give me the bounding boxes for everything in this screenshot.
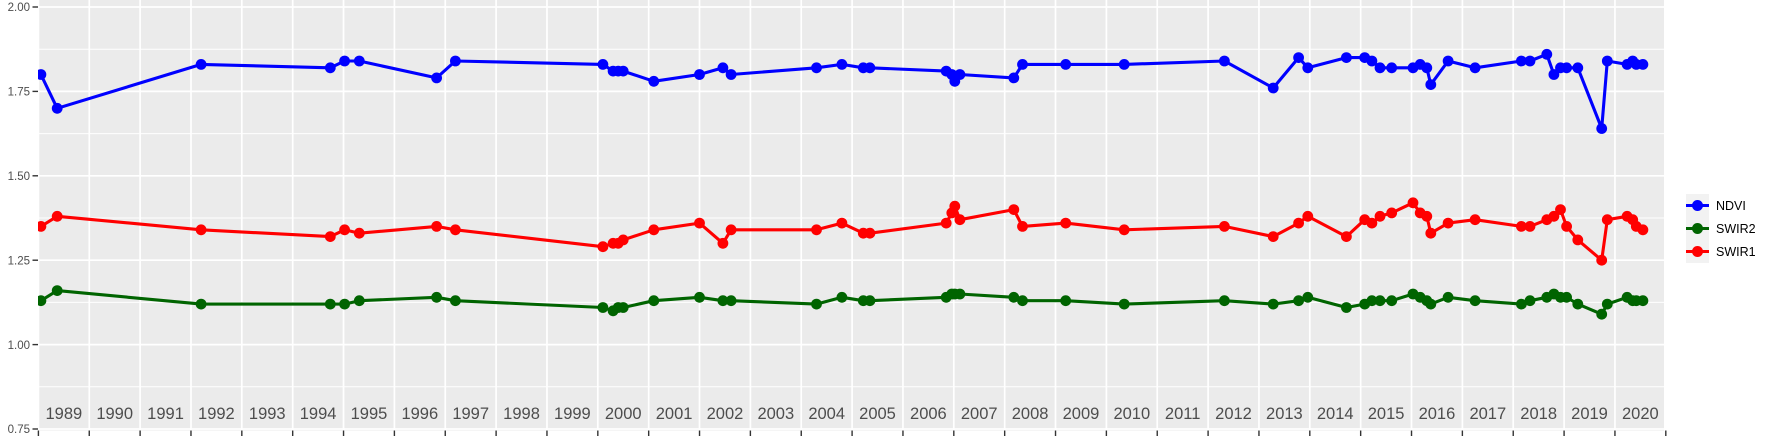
- svg-text:2016: 2016: [1419, 405, 1456, 423]
- svg-text:2007: 2007: [961, 405, 998, 423]
- svg-text:1990: 1990: [96, 405, 133, 423]
- svg-text:2013: 2013: [1266, 405, 1303, 423]
- legend-key-swir1-icon: [1686, 240, 1709, 263]
- svg-text:1.00: 1.00: [8, 340, 30, 352]
- legend-key-swir2-icon: [1686, 217, 1709, 240]
- svg-text:2002: 2002: [707, 405, 744, 423]
- svg-text:2000: 2000: [605, 405, 642, 423]
- svg-text:2018: 2018: [1520, 405, 1557, 423]
- svg-text:1999: 1999: [554, 405, 591, 423]
- svg-text:1989: 1989: [45, 405, 82, 423]
- legend-label-swir1: SWIR1: [1716, 244, 1756, 259]
- legend-key-ndvi-icon: [1686, 194, 1709, 217]
- svg-text:1.75: 1.75: [8, 87, 30, 99]
- svg-text:1992: 1992: [198, 405, 235, 423]
- svg-text:1997: 1997: [452, 405, 489, 423]
- svg-text:2005: 2005: [859, 405, 896, 423]
- svg-text:2020: 2020: [1622, 405, 1659, 423]
- svg-text:1.25: 1.25: [8, 255, 30, 267]
- legend-item-ndvi: NDVI: [1686, 194, 1756, 217]
- legend-label-ndvi: NDVI: [1716, 198, 1746, 213]
- legend-label-swir2: SWIR2: [1716, 221, 1756, 236]
- legend: NDVI SWIR2 SWIR1: [1686, 194, 1756, 263]
- svg-text:1991: 1991: [147, 405, 184, 423]
- svg-text:2011: 2011: [1165, 405, 1200, 423]
- legend-point-glyph: [1692, 223, 1703, 234]
- svg-text:2.00: 2.00: [8, 2, 30, 14]
- svg-text:2008: 2008: [1012, 405, 1049, 423]
- legend-item-swir2: SWIR2: [1686, 217, 1756, 240]
- svg-text:2004: 2004: [808, 405, 845, 423]
- legend-item-swir1: SWIR1: [1686, 240, 1756, 263]
- svg-text:2010: 2010: [1113, 405, 1150, 423]
- svg-text:2012: 2012: [1215, 405, 1252, 423]
- svg-text:1994: 1994: [300, 405, 337, 423]
- svg-text:2003: 2003: [757, 405, 794, 423]
- svg-text:1996: 1996: [401, 405, 438, 423]
- svg-text:0.75: 0.75: [8, 424, 30, 436]
- svg-text:2006: 2006: [910, 405, 947, 423]
- svg-text:2009: 2009: [1063, 405, 1100, 423]
- svg-text:1993: 1993: [249, 405, 286, 423]
- svg-text:2001: 2001: [656, 405, 693, 423]
- svg-text:1998: 1998: [503, 405, 540, 423]
- svg-text:2014: 2014: [1317, 405, 1354, 423]
- svg-text:1995: 1995: [351, 405, 388, 423]
- legend-point-glyph: [1692, 246, 1703, 257]
- svg-text:2017: 2017: [1469, 405, 1506, 423]
- svg-text:2019: 2019: [1571, 405, 1608, 423]
- svg-text:2015: 2015: [1368, 405, 1405, 423]
- legend-point-glyph: [1692, 200, 1703, 211]
- svg-text:1.50: 1.50: [8, 171, 30, 183]
